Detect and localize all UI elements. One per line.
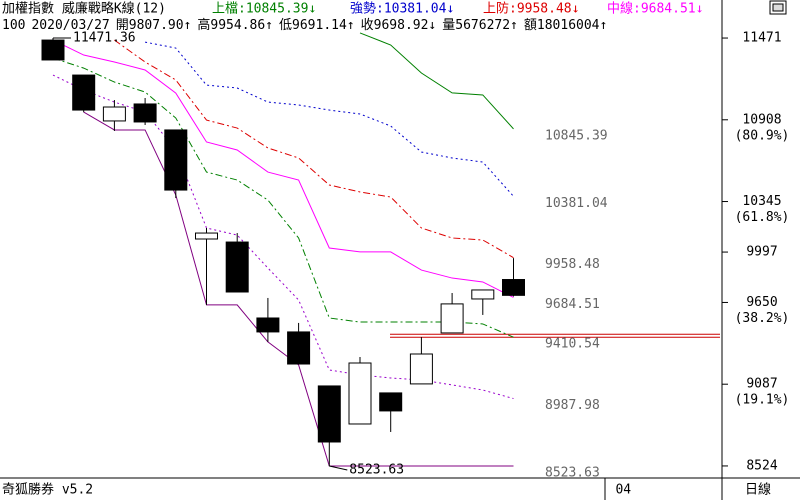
- band-value-label: 8523.63: [545, 466, 600, 481]
- y-tick-label: 9997: [746, 245, 777, 260]
- candle-body: [41, 39, 65, 61]
- legend-entry: 中線:9684.51↓: [607, 1, 703, 17]
- quote-item: 開9807.90↑: [116, 18, 192, 33]
- candle-body: [72, 74, 96, 111]
- candle-body: [471, 289, 495, 300]
- candle-body: [287, 331, 311, 365]
- y-tick-label: 10908: [742, 112, 781, 127]
- band-line: [83, 111, 514, 467]
- quote-item: 低9691.14↑: [279, 18, 355, 33]
- fib-label: (38.2%): [735, 311, 790, 326]
- candle-body: [225, 241, 249, 293]
- band-line: [145, 41, 514, 197]
- y-tick-label: 8524: [746, 458, 777, 473]
- fib-label: (80.9%): [735, 128, 790, 143]
- legend-entry: 上防:9958.48↓: [483, 1, 579, 17]
- period: 日線: [745, 482, 771, 498]
- band-line: [114, 39, 514, 259]
- y-tick-label: 10345: [742, 194, 781, 209]
- quote-item: 100: [2, 18, 25, 33]
- candle-body: [440, 303, 464, 334]
- band-line: [52, 39, 514, 298]
- high-annotation: 11471.36: [73, 30, 136, 45]
- candle-body: [102, 106, 126, 122]
- band-line: [52, 74, 514, 400]
- candle-body: [409, 353, 433, 385]
- band-value-label: 9958.48: [545, 257, 600, 272]
- quote-item: 收9698.92↓: [361, 18, 437, 33]
- band-line: [359, 32, 514, 130]
- quote-item: 額18016004↑: [524, 18, 607, 33]
- candle-body: [379, 392, 403, 412]
- candle-body: [256, 317, 280, 333]
- band-line: [52, 57, 514, 338]
- annotation-leader: [329, 465, 348, 471]
- chart-title: 加權指數 威廉戰略K線(12): [2, 1, 166, 17]
- band-value-label: 9684.51: [545, 297, 600, 312]
- legend-entry: 上檔:10845.39↓: [212, 2, 316, 17]
- y-tick-label: 11471: [742, 31, 781, 46]
- y-tick-label: 9650: [746, 295, 777, 310]
- band-value-label: 10845.39: [545, 128, 608, 143]
- fib-label: (19.1%): [735, 393, 790, 408]
- band-value-label: 10381.04: [545, 196, 608, 211]
- candle-body: [195, 232, 218, 240]
- fib-label: (61.8%): [735, 210, 790, 225]
- low-annotation: 8523.63: [349, 463, 404, 478]
- quote-line: 100 2020/03/27 開9807.90↑ 高9954.86↑ 低9691.14↑…: [2, 17, 607, 33]
- legend-entry: 強勢:10381.04↓: [350, 2, 454, 17]
- y-tick-label: 9087: [746, 377, 777, 392]
- candle-body: [133, 103, 157, 123]
- candle-body: [317, 385, 341, 443]
- candle-body: [348, 362, 372, 425]
- candle-body: [502, 279, 525, 296]
- x-tick-label: 04: [615, 483, 631, 498]
- brand: 奇狐勝券 v5.2: [2, 482, 93, 498]
- quote-item: 量5676272↑: [442, 18, 518, 33]
- band-value-label: 9410.54: [545, 337, 600, 352]
- candle-body: [164, 129, 188, 191]
- band-value-label: 8987.98: [545, 398, 600, 413]
- quote-item: 2020/03/27: [31, 18, 109, 33]
- window-icon-inner: [772, 3, 784, 12]
- quote-item: 高9954.86↑: [197, 17, 273, 33]
